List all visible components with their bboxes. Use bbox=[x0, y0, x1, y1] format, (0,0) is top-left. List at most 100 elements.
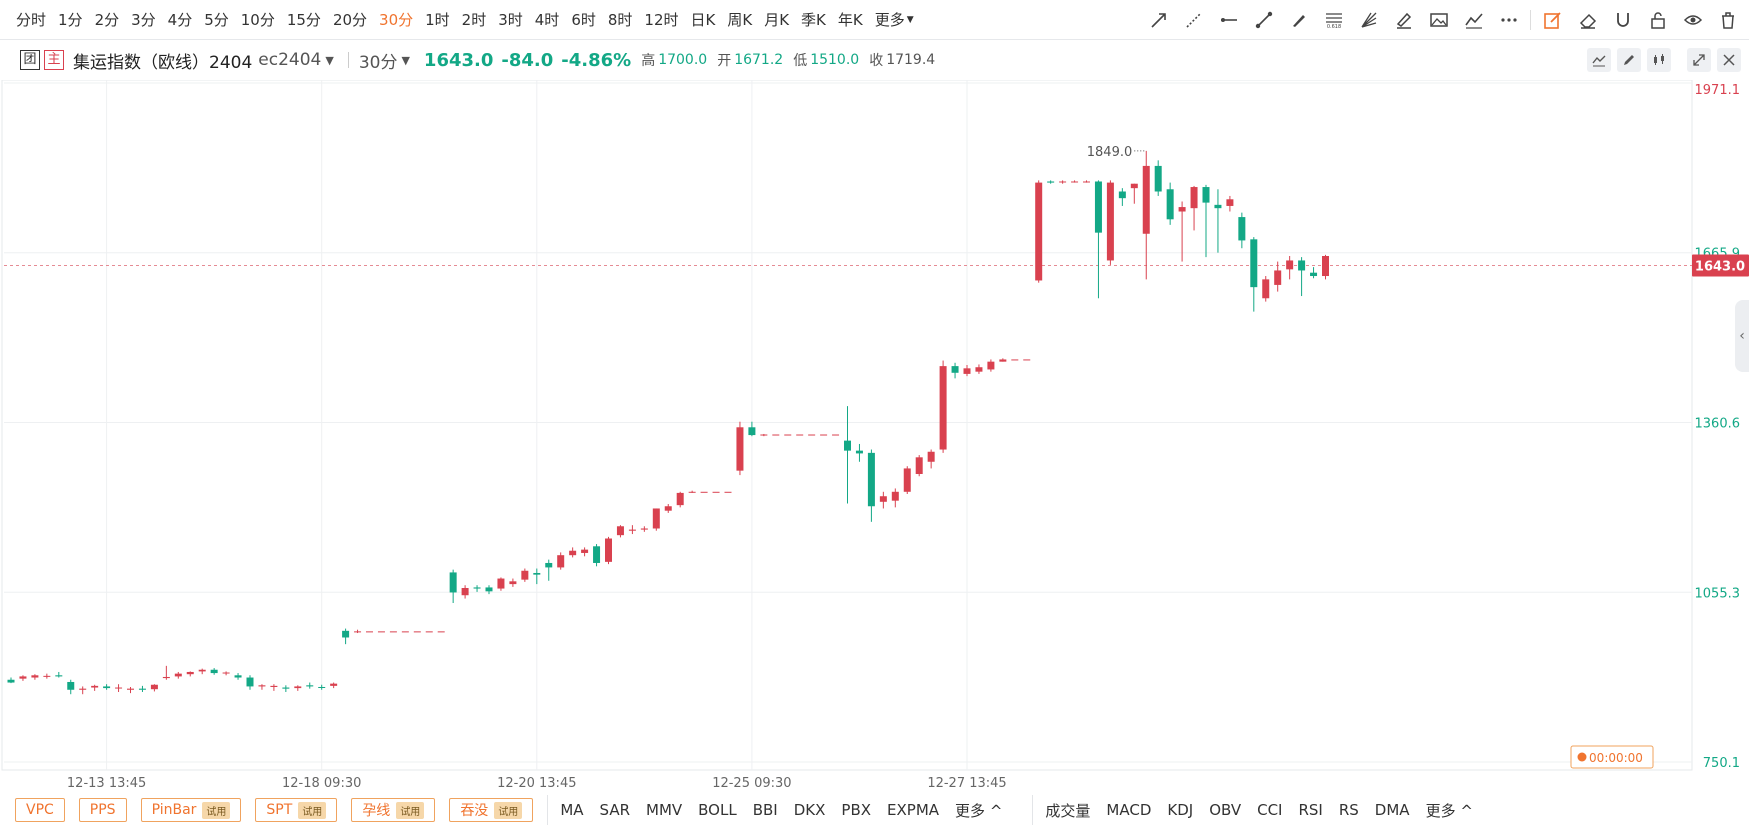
high-label: 高 bbox=[641, 53, 656, 69]
period-option[interactable]: 3时 bbox=[498, 11, 523, 29]
sub-indicator-option[interactable]: CCI bbox=[1257, 801, 1283, 819]
special-indicator-button[interactable]: PinBar 试用 bbox=[140, 798, 242, 822]
candle-body bbox=[294, 686, 302, 689]
period-option[interactable]: 月K bbox=[764, 11, 790, 29]
special-indicator-button[interactable]: VPC bbox=[15, 798, 65, 822]
group-tag[interactable]: 团 bbox=[20, 50, 40, 70]
segment-icon[interactable] bbox=[1251, 7, 1277, 33]
chevron-left-icon[interactable]: ‹ bbox=[1735, 300, 1749, 372]
candlestick-icon[interactable] bbox=[1647, 48, 1671, 72]
y-axis-tick-label: 1360.6 bbox=[1695, 417, 1741, 432]
period-option[interactable]: 2分 bbox=[94, 11, 120, 29]
interval-selector[interactable]: 30分 bbox=[358, 52, 398, 73]
period-option[interactable]: 更多 bbox=[874, 11, 905, 29]
fibonacci-icon[interactable]: 0.618 bbox=[1321, 7, 1347, 33]
period-option[interactable]: 12时 bbox=[644, 11, 679, 29]
candle-body bbox=[1035, 182, 1043, 281]
polyline-icon[interactable] bbox=[1461, 7, 1487, 33]
brush-icon[interactable] bbox=[1286, 7, 1312, 33]
period-option[interactable]: 15分 bbox=[286, 11, 321, 29]
main-indicator-option[interactable]: MA bbox=[560, 801, 584, 819]
special-indicator-button[interactable]: 吞没 试用 bbox=[449, 798, 534, 822]
sub-indicator-option[interactable]: OBV bbox=[1209, 801, 1242, 819]
x-axis-tick-label: 12-13 13:45 bbox=[67, 776, 146, 791]
eraser-icon[interactable] bbox=[1575, 7, 1601, 33]
sub-indicator-option[interactable]: KDJ bbox=[1167, 801, 1194, 819]
period-option[interactable]: 分时 bbox=[16, 11, 47, 29]
sub-indicator-option[interactable]: DMA bbox=[1374, 801, 1410, 819]
eye-icon[interactable] bbox=[1680, 7, 1706, 33]
highlighter-icon[interactable] bbox=[1391, 7, 1417, 33]
period-option[interactable]: 年K bbox=[837, 11, 863, 29]
candle-body bbox=[593, 546, 601, 563]
pencil-icon[interactable] bbox=[1617, 48, 1641, 72]
chart-line-icon[interactable] bbox=[1587, 48, 1611, 72]
period-option[interactable]: 日K bbox=[690, 11, 716, 29]
image-icon[interactable] bbox=[1426, 7, 1452, 33]
chevron-down-icon[interactable]: ▼ bbox=[401, 53, 410, 67]
period-option[interactable]: 4分 bbox=[167, 11, 193, 29]
period-option[interactable]: 3分 bbox=[131, 11, 156, 29]
indicator-divider bbox=[547, 795, 549, 825]
chevron-down-icon[interactable]: ▼ bbox=[325, 53, 334, 67]
x-axis-tick-label: 12-20 13:45 bbox=[497, 776, 576, 791]
horizontal-line-icon[interactable] bbox=[1216, 7, 1242, 33]
main-indicator-option[interactable]: SAR bbox=[599, 801, 630, 819]
candle-body bbox=[306, 685, 314, 687]
chart-controls bbox=[1581, 48, 1741, 72]
candle-body bbox=[425, 631, 433, 633]
fan-icon[interactable] bbox=[1356, 7, 1382, 33]
more-icon[interactable] bbox=[1496, 7, 1522, 33]
main-indicator-option[interactable]: BOLL bbox=[698, 801, 737, 819]
sub-indicator-option[interactable]: RSI bbox=[1298, 801, 1323, 819]
lock-icon[interactable] bbox=[1645, 7, 1671, 33]
instrument-name[interactable]: 集运指数（欧线）2404 bbox=[73, 52, 253, 73]
dashed-line-icon[interactable] bbox=[1181, 7, 1207, 33]
period-option[interactable]: 6时 bbox=[571, 11, 596, 29]
main-indicator-option[interactable]: DKX bbox=[793, 801, 826, 819]
main-indicator-option[interactable]: 更多 ^ bbox=[955, 801, 1003, 820]
candle-body bbox=[282, 687, 290, 689]
close-label: 收 bbox=[869, 53, 884, 69]
candle-body bbox=[55, 675, 63, 677]
main-indicator-option[interactable]: MMV bbox=[646, 801, 683, 819]
period-option[interactable]: 5分 bbox=[204, 11, 229, 29]
period-option[interactable]: 4时 bbox=[534, 11, 560, 29]
main-contract-tag[interactable]: 主 bbox=[44, 50, 64, 70]
chevron-down-icon[interactable]: ▼ bbox=[906, 14, 914, 25]
period-option[interactable]: 周K bbox=[727, 11, 753, 29]
special-indicator-button[interactable]: PPS bbox=[78, 798, 127, 822]
edit-icon[interactable] bbox=[1540, 7, 1566, 33]
period-option[interactable]: 1时 bbox=[425, 11, 450, 29]
magnet-icon[interactable] bbox=[1610, 7, 1636, 33]
candle-body bbox=[760, 434, 768, 436]
candle-body bbox=[581, 549, 589, 553]
special-indicator-button[interactable]: 孕线 试用 bbox=[351, 798, 436, 822]
candle-body bbox=[258, 685, 266, 687]
main-indicator-option[interactable]: PBX bbox=[841, 801, 872, 819]
sub-indicator-option[interactable]: MACD bbox=[1106, 801, 1152, 819]
sub-indicator-option[interactable]: RS bbox=[1338, 801, 1359, 819]
candlestick-chart[interactable]: 1849.01971.11360.61055.3750.11665.91643.… bbox=[0, 80, 1749, 795]
period-option[interactable]: 季K bbox=[801, 11, 826, 29]
trash-icon[interactable] bbox=[1715, 7, 1741, 33]
candle-body bbox=[318, 686, 326, 688]
main-indicator-option[interactable]: BBI bbox=[752, 801, 778, 819]
close-icon[interactable] bbox=[1717, 48, 1741, 72]
period-option[interactable]: 10分 bbox=[240, 11, 275, 29]
candle-body bbox=[222, 672, 230, 674]
period-option[interactable]: 2时 bbox=[461, 11, 487, 29]
sub-indicator-option[interactable]: 成交量 bbox=[1045, 801, 1091, 820]
period-option[interactable]: 20分 bbox=[332, 11, 368, 29]
expand-icon[interactable] bbox=[1687, 48, 1711, 72]
main-indicator-option[interactable]: EXPMA bbox=[887, 801, 940, 819]
candle-body bbox=[1274, 270, 1282, 285]
instrument-code[interactable]: ec2404 bbox=[258, 50, 322, 70]
period-option[interactable]: 1分 bbox=[58, 11, 83, 29]
arrow-line-icon[interactable] bbox=[1146, 7, 1172, 33]
period-option[interactable]: 30分 bbox=[379, 11, 414, 29]
special-indicator-button[interactable]: SPT 试用 bbox=[255, 798, 338, 822]
period-option[interactable]: 8时 bbox=[607, 11, 633, 29]
candle-body bbox=[79, 688, 87, 690]
sub-indicator-option[interactable]: 更多 ^ bbox=[1425, 801, 1473, 820]
